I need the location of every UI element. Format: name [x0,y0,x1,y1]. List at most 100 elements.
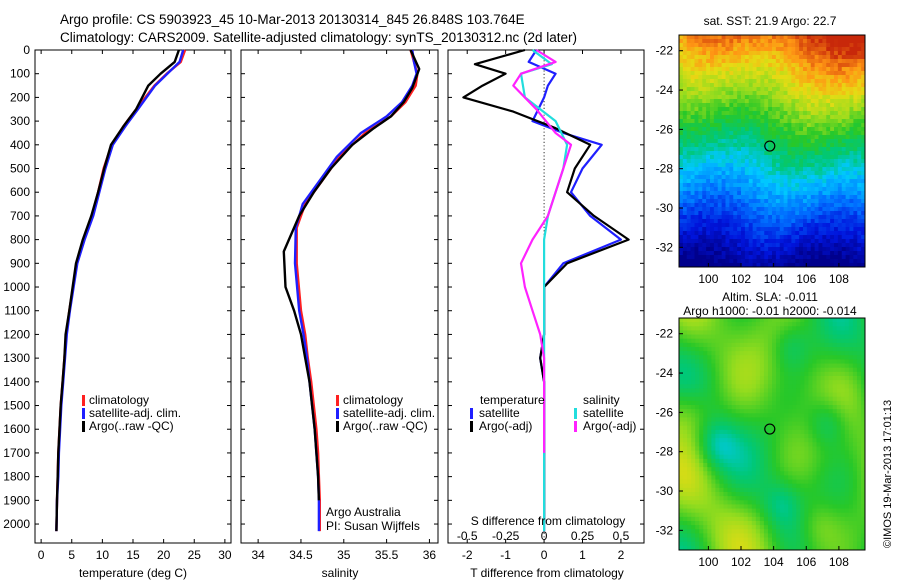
map-cell [760,215,764,220]
map-cell [772,199,776,204]
map-cell [816,384,821,389]
map-cell [718,39,722,44]
map-cell [830,147,834,152]
map-cell [784,127,788,132]
map-cell [745,95,749,100]
map-cell [719,484,724,489]
map-cell [760,103,764,108]
map-cell [736,388,741,393]
map-cell [788,99,792,104]
map-cell [784,475,789,480]
map-cell [780,343,785,348]
map-cell [780,401,785,406]
map-cell [722,211,726,216]
map-cell [710,207,714,212]
map-cell [714,47,718,52]
map-cell [812,488,817,493]
map-cell [776,417,781,422]
map-cell [757,75,761,80]
map-cell [804,401,809,406]
map-cell [740,355,745,360]
map-cell [842,151,846,156]
map-cell [819,191,823,196]
map-cell [695,417,700,422]
map-cell [845,335,850,340]
map-cell [838,135,842,140]
map-cell [795,75,799,80]
map-cell [808,322,813,327]
map-cell [714,75,718,80]
map-cell [821,330,826,335]
map-cell [796,322,801,327]
map-cell [691,459,696,464]
map-cell [733,127,737,132]
map-cell [760,111,764,116]
map-cell [825,380,830,385]
map-cell [757,47,761,52]
map-cell [857,147,861,152]
map-cell [726,107,730,112]
map-cell [729,187,733,192]
map-cell [687,318,692,323]
map-cell [807,131,811,136]
map-cell [837,335,842,340]
map-cell [821,413,826,418]
map-cell [784,388,789,393]
map-cell [841,467,846,472]
map-cell [780,47,784,52]
map-cell [764,219,768,224]
map-cell [718,167,722,172]
map-cell [691,151,695,156]
map-cell [803,235,807,240]
map-cell [853,215,857,220]
map-cell [741,135,745,140]
map-cell [756,326,761,331]
map-cell [722,247,726,252]
map-cell [845,463,850,468]
map-cell [768,231,772,236]
map-cell [726,211,730,216]
map-cell [833,405,838,410]
map-cell [726,243,730,248]
map-cell [736,405,741,410]
map-cell [811,123,815,128]
map-cell [768,103,772,108]
map-cell [718,75,722,80]
x-tick-label: 25 [188,548,202,562]
map-cell [768,322,773,327]
map-cell [784,195,788,200]
map-cell [807,147,811,152]
map-cell [698,99,702,104]
map-cell [768,95,772,100]
map-cell [745,131,749,136]
map-cell [830,179,834,184]
map-cell [764,438,769,443]
map-cell [706,59,710,64]
map-cell [815,103,819,108]
map-cell [745,35,749,40]
map-cell [853,151,857,156]
map-cell [741,63,745,68]
map-cell [748,475,753,480]
map-cell [834,115,838,120]
map-cell [784,380,789,385]
map-cell [815,255,819,260]
map-cell [846,71,850,76]
map-cell [825,330,830,335]
map-cell [729,51,733,56]
map-cell [749,111,753,116]
map-cell [829,322,834,327]
map-cell [830,203,834,208]
map-cell [752,417,757,422]
map-cell [714,71,718,76]
map-cell [780,397,785,402]
map-cell [687,430,692,435]
map-cell [699,409,704,414]
map-cell [702,75,706,80]
map-cell [768,318,773,323]
map-cell [732,330,737,335]
map-cell [703,351,708,356]
map-cell [706,171,710,176]
map-cell [788,179,792,184]
map-cell [845,347,850,352]
